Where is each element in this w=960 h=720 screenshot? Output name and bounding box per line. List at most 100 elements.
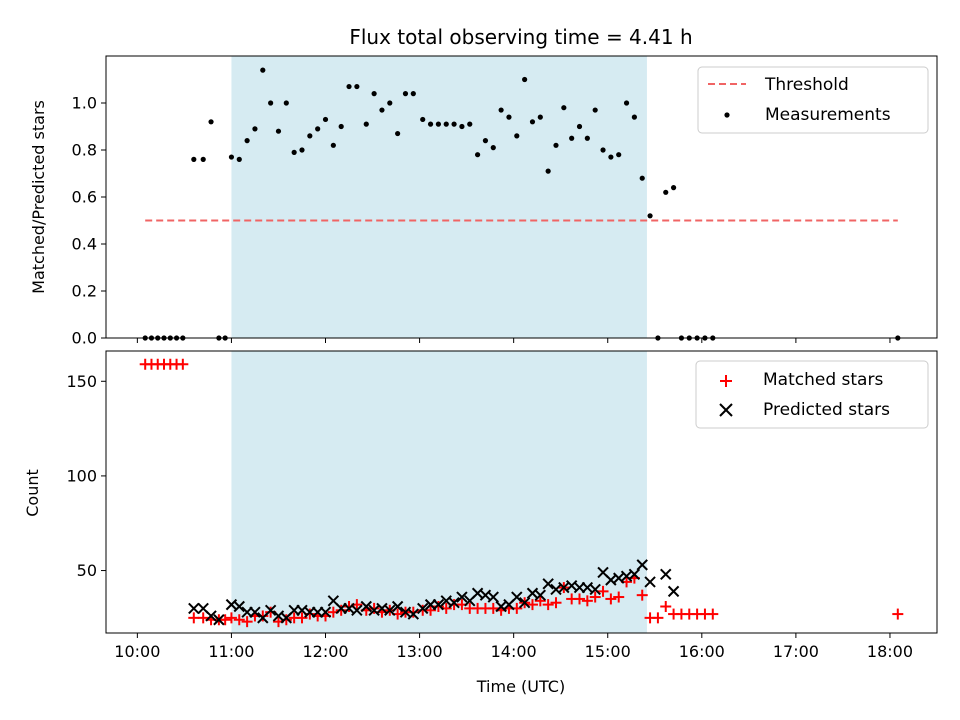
measurement-point [236,156,242,162]
x-tick-label: 13:00 [397,642,443,661]
measurement-point [363,121,369,127]
measurement-point [616,152,622,158]
measurement-point [647,213,653,219]
measurement-point [338,123,344,130]
matched-star-point [707,608,719,620]
measurement-point [467,121,473,127]
measurement-point [191,156,197,162]
matched-star-point [407,606,419,618]
x-tick-label: 18:00 [867,642,913,661]
y-tick-label: 150 [66,372,97,391]
measurement-point [482,138,489,144]
measurement-point [420,116,426,123]
measurement-point [584,135,590,141]
measurement-point [200,156,206,162]
bottom-legend: Matched stars Predicted stars [695,360,929,429]
measurement-point [330,142,336,148]
predicted-star-point [487,591,499,603]
measurement-point [600,147,606,153]
legend-predicted-label: Predicted stars [763,400,890,420]
y-tick-label: 0.6 [72,188,97,207]
top-axes-frame [105,55,938,339]
measurement-point [498,107,504,113]
matched-star-point [487,602,499,614]
matched-star-point [892,608,904,620]
measurement-point [545,168,551,174]
measurement-point [608,154,614,160]
measurement-point [299,147,305,153]
predicted-star-point [188,602,200,615]
measurement-point [529,119,536,125]
x-tick-label: 12:00 [302,642,348,661]
predicted-star-point [360,600,372,613]
measurement-point [268,100,274,106]
measurement-point [623,100,630,106]
measurement-point [275,128,282,134]
predicted-star-point [407,608,420,620]
predicted-star-point [319,606,332,618]
matched-star-point [219,614,231,626]
matched-star-point [589,591,601,603]
measurement-point [346,83,352,90]
legend-measurements-swatch [724,112,730,118]
measurement-point [459,123,465,130]
measurement-point [561,105,567,111]
measurement-point [283,100,289,106]
matched-star-point [432,601,444,613]
measurement-point [228,154,235,160]
measurement-point [307,133,313,139]
matched-star-point [368,602,380,614]
top-observing-window [231,56,647,338]
measurement-point [315,126,321,132]
matched-star-point [241,616,253,628]
matched-star-point [177,358,189,370]
measurement-point [490,145,496,151]
matched-star-point [660,601,672,613]
measurement-point [592,107,598,113]
matched-star-point [597,585,609,597]
measurement-point [569,135,575,141]
predicted-star-point [644,576,656,588]
top-y-axis-label: Matched/Predicted stars [29,100,48,294]
predicted-star-point [205,610,217,622]
measurement-point [639,175,645,181]
measurement-point [291,149,297,155]
bottom-y-axis-label: Count [23,469,42,517]
legend-matched-swatch [720,375,732,387]
measurement-point [474,152,481,158]
predicted-star-point [391,600,404,613]
measurement-point [553,142,559,148]
matched-star-point [233,614,245,626]
predicted-star-point [542,578,554,590]
predicted-star-point [667,585,680,598]
measurement-point [631,114,637,120]
predicted-star-point [518,597,531,609]
predicted-star-point [636,559,648,571]
measurement-point [387,100,393,106]
measurement-point [354,83,360,90]
y-tick-label: 0.4 [72,235,97,254]
measurement-point [252,126,258,132]
matched-star-point [542,599,554,611]
matched-star-point [636,589,648,601]
predicted-star-point [417,602,429,615]
predicted-star-point [384,604,396,616]
matched-star-point [652,612,664,624]
legend-matched-label: Matched stars [763,370,883,390]
y-tick-label: 1.0 [72,94,97,113]
predicted-star-point [660,568,672,581]
x-tick-label: 15:00 [585,642,631,661]
top-legend-box [697,66,929,134]
y-tick-label: 100 [66,466,97,485]
matched-star-point [225,612,237,624]
measurement-point [402,91,409,97]
measurement-point [435,121,441,127]
measurement-point [322,116,329,123]
measurement-point [663,189,669,195]
matched-star-point [534,595,546,607]
chart-title: Flux total observing time = 4.41 h [349,25,692,49]
legend-threshold-label: Threshold [764,75,849,95]
x-tick-label: 17:00 [773,642,819,661]
x-tick-label: 10:00 [114,642,160,661]
